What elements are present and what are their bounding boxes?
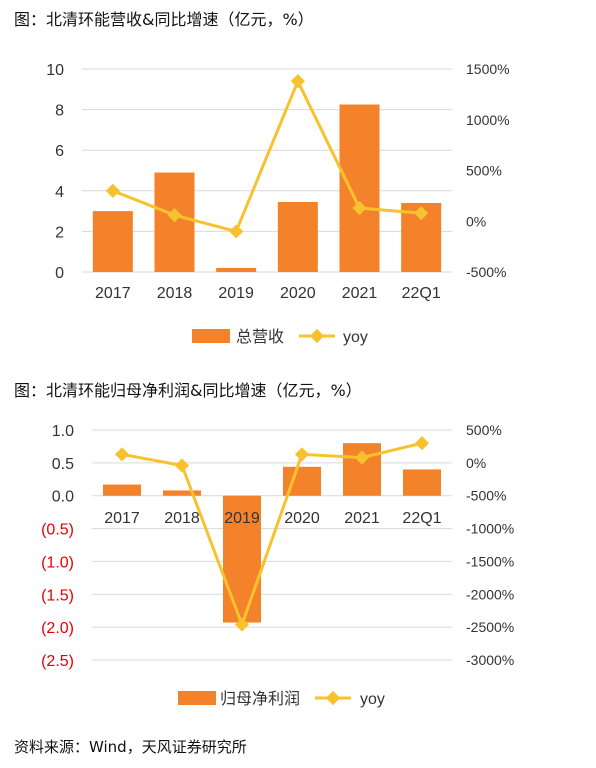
legend-line-marker [309,328,325,344]
y-tick-label: 1.0 [52,423,74,440]
bar [163,490,201,496]
y-tick-label: 0.0 [52,489,74,506]
yoy-point [114,447,130,462]
y2-tick-label: 500% [466,422,502,438]
x-tick-label: 2019 [224,510,260,527]
legend-bar-swatch [192,329,230,343]
bar [403,469,441,496]
bar [103,484,141,496]
x-tick-label: 2018 [157,285,193,302]
yoy-point [414,206,429,221]
yoy-line [121,441,423,627]
y-tick-label: (1.0) [41,554,74,571]
yoy-point [414,436,430,451]
source-note: 资料来源：Wind，天风证券研究所 [14,738,247,756]
y2-tick-label: 0% [466,455,486,471]
y-tick-label: (2.5) [41,653,74,670]
x-tick-label: 2020 [280,285,316,302]
bar [92,211,133,272]
yoy-point [167,208,182,223]
y2-tick-label: -2500% [466,619,514,635]
yoy-point [105,183,120,198]
y2-tick-label: -2000% [466,586,514,602]
yoy-point [354,450,370,465]
bar [339,104,380,273]
x-tick-label: 2017 [95,285,131,302]
y-tick-label: 0.5 [52,456,74,473]
y2-tick-label: -500% [466,488,506,504]
revenue-chart: 0 2 4 6 8 10 -500% 0% 500% 1000% 1500% 2017 2018 2019… [46,61,510,346]
y-tick-label: 6 [55,143,64,160]
legend-line-marker [325,690,341,706]
yoy-point [174,458,190,473]
yoy-point [294,447,310,462]
y2-tick-label: -1500% [466,553,514,569]
net-profit-chart: 1.0 0.5 0.0 (0.5) (1.0) (1.5) (2.0) (2.5) 500% 0%… [41,422,514,708]
y-tick-label: (1.5) [41,587,74,604]
x-tick-label: 2021 [342,285,378,302]
chart2-title: 图：北清环能归母净利润&同比增速（亿元，%） [14,381,362,400]
x-tick-label: 2021 [344,510,380,527]
yoy-point [290,74,305,89]
chart1-title: 图：北清环能营收&同比增速（亿元，%） [14,10,314,29]
y-tick-label: 10 [46,62,64,79]
bar [223,495,261,623]
y2-tick-label: 500% [466,163,502,179]
y2-tick-label: 1500% [466,61,510,77]
x-tick-label: 2017 [104,510,140,527]
yoy-point [234,617,250,632]
x-tick-label: 2020 [284,510,320,527]
y-tick-label: (0.5) [41,522,74,539]
x-tick-label: 22Q1 [402,285,441,302]
legend-bar-label: 归母净利润 [220,690,300,708]
legend-line-label: yoy [360,691,385,708]
y2-tick-label: -1000% [466,521,514,537]
x-tick-label: 22Q1 [402,510,441,527]
y-tick-label: 2 [55,224,64,241]
y2-tick-label: -3000% [466,652,514,668]
legend-line-label: yoy [343,329,368,346]
bar [154,172,195,272]
y-tick-label: 4 [55,184,64,201]
legend-bar-label: 总营收 [236,328,284,346]
yoy-point [352,200,367,216]
x-tick-label: 2019 [218,285,254,302]
y-tick-label: 8 [55,103,64,120]
x-tick-label: 2018 [164,510,200,527]
y2-tick-label: -500% [466,264,506,280]
y2-tick-label: 0% [466,213,486,229]
y-tick-label: (2.0) [41,620,74,637]
bar [277,201,318,272]
legend-bar-swatch [178,691,216,705]
y2-tick-label: 1000% [466,112,510,128]
yoy-line [112,79,422,233]
y-tick-label: 0 [55,265,64,282]
bar [216,267,257,272]
yoy-point [229,224,244,239]
